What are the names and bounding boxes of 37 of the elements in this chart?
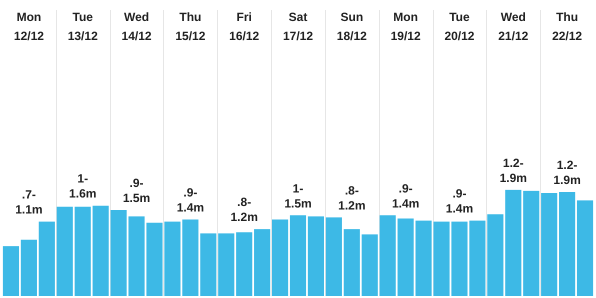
x-tick-label: Thu 15/12	[175, 10, 206, 44]
bar	[110, 210, 127, 296]
bar	[2, 246, 20, 296]
x-tick-label: Tue 20/12	[444, 10, 475, 44]
bar	[20, 240, 37, 296]
annotation: .9-1.4m	[176, 186, 204, 215]
text: 1.2-1.9m	[500, 156, 527, 185]
bar	[128, 216, 145, 296]
x-tick-label: Thu 22/12	[552, 10, 582, 44]
bar	[164, 222, 180, 296]
bar	[469, 220, 486, 296]
x-tick-label: Wed 14/12	[122, 10, 152, 44]
x-tick-label: Wed 21/12	[498, 10, 529, 44]
x-tick-label: Sun 18/12	[336, 10, 368, 44]
bar	[576, 200, 594, 296]
annotation: .9-1.4m	[446, 186, 474, 216]
annotation: .9-1.4m	[392, 181, 420, 210]
annotation: 1-1.5m	[284, 181, 312, 210]
annotation: 1-1.6m	[69, 172, 96, 201]
bar	[290, 215, 306, 296]
annotation: .8-1.2m	[338, 183, 366, 212]
bar	[416, 220, 432, 296]
x-tick-label: Tue 13/12	[68, 10, 98, 44]
x-tick-label: Mon 12/12	[14, 10, 44, 44]
bar	[308, 216, 324, 296]
bar	[146, 222, 163, 296]
bar	[272, 220, 288, 296]
x-tick-label: Sat 17/12	[282, 10, 314, 44]
annotation: .8-1.2m	[230, 195, 258, 224]
annotation: .9-1.5m	[122, 176, 150, 205]
bar	[433, 222, 450, 296]
annotation: .7-1.1m	[15, 188, 43, 217]
x-tick-label: Mon 19/12	[390, 10, 421, 44]
text: 1.2-1.9m	[553, 158, 581, 187]
bar	[451, 222, 468, 296]
x-tick-label: Fri 16/12	[229, 10, 260, 44]
bar	[559, 192, 576, 296]
